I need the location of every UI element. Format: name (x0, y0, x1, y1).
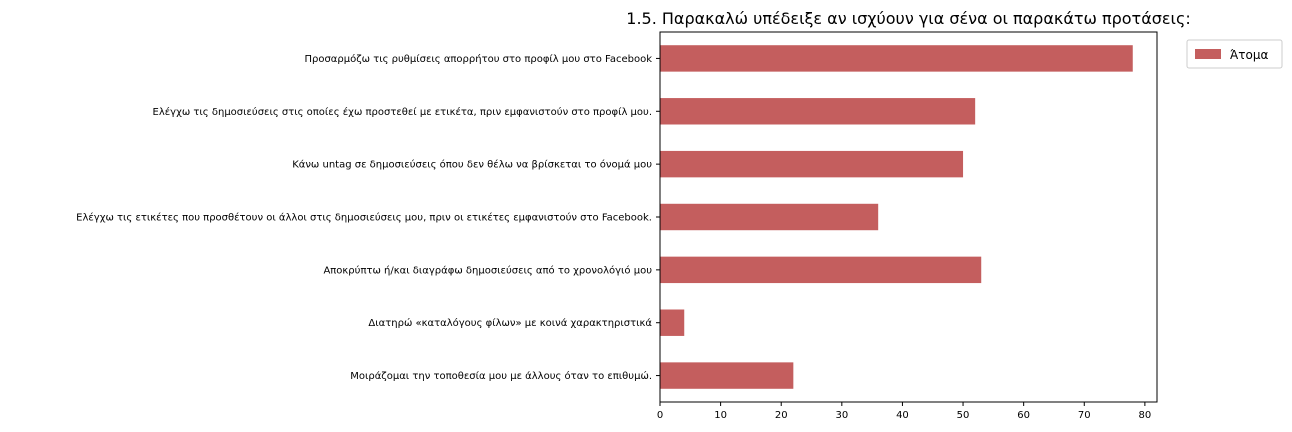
legend-swatch (1195, 49, 1221, 59)
plot-area-frame (659, 31, 1158, 403)
x-tick-label: 70 (1078, 410, 1091, 421)
category-label: Ελέγχω τις δημοσιεύσεις στις οποίες έχω … (153, 106, 652, 118)
chart-title: 1.5. Παρακαλώ υπέδειξε αν ισχύουν για σέ… (626, 9, 1190, 28)
x-tick-label: 30 (835, 410, 848, 421)
x-axis-ticks: 0 10 20 30 40 50 60 70 80 (657, 402, 1151, 421)
x-tick-label: 10 (714, 410, 727, 421)
x-tick-label: 0 (657, 410, 663, 421)
bar-4 (660, 256, 982, 284)
bar-0 (660, 45, 1133, 72)
legend-box (1186, 39, 1283, 69)
category-label: Αποκρύπτω ή/και διαγράφω δημοσιεύσεις απ… (323, 264, 652, 276)
x-tick-label: 50 (957, 410, 970, 421)
category-labels: Προσαρμόζω τις ρυθμίσεις απορρήτου στο π… (76, 53, 660, 382)
legend-label: Άτομα (1230, 48, 1269, 62)
category-label: Διατηρώ «καταλόγους φίλων» με κοινά χαρα… (368, 317, 652, 329)
category-label: Προσαρμόζω τις ρυθμίσεις απορρήτου στο π… (304, 53, 652, 65)
category-label: Μοιράζομαι την τοποθεσία μου με άλλους ό… (350, 370, 652, 382)
category-label: Ελέγχω τις ετικέτες που προσθέτουν οι άλ… (76, 212, 652, 224)
legend: Άτομα (1186, 39, 1283, 69)
x-tick-label: 80 (1139, 410, 1152, 421)
category-label: Κάνω untag σε δημοσιεύσεις όπου δεν θέλω… (292, 159, 652, 171)
x-tick-label: 40 (896, 410, 909, 421)
x-tick-label: 20 (775, 410, 788, 421)
bar-3 (660, 203, 879, 231)
bar-6 (660, 362, 794, 389)
bar-1 (660, 98, 976, 125)
bar-5 (660, 309, 685, 336)
bar-2 (660, 150, 964, 178)
bars-group (660, 45, 1133, 389)
x-tick-label: 60 (1017, 410, 1030, 421)
